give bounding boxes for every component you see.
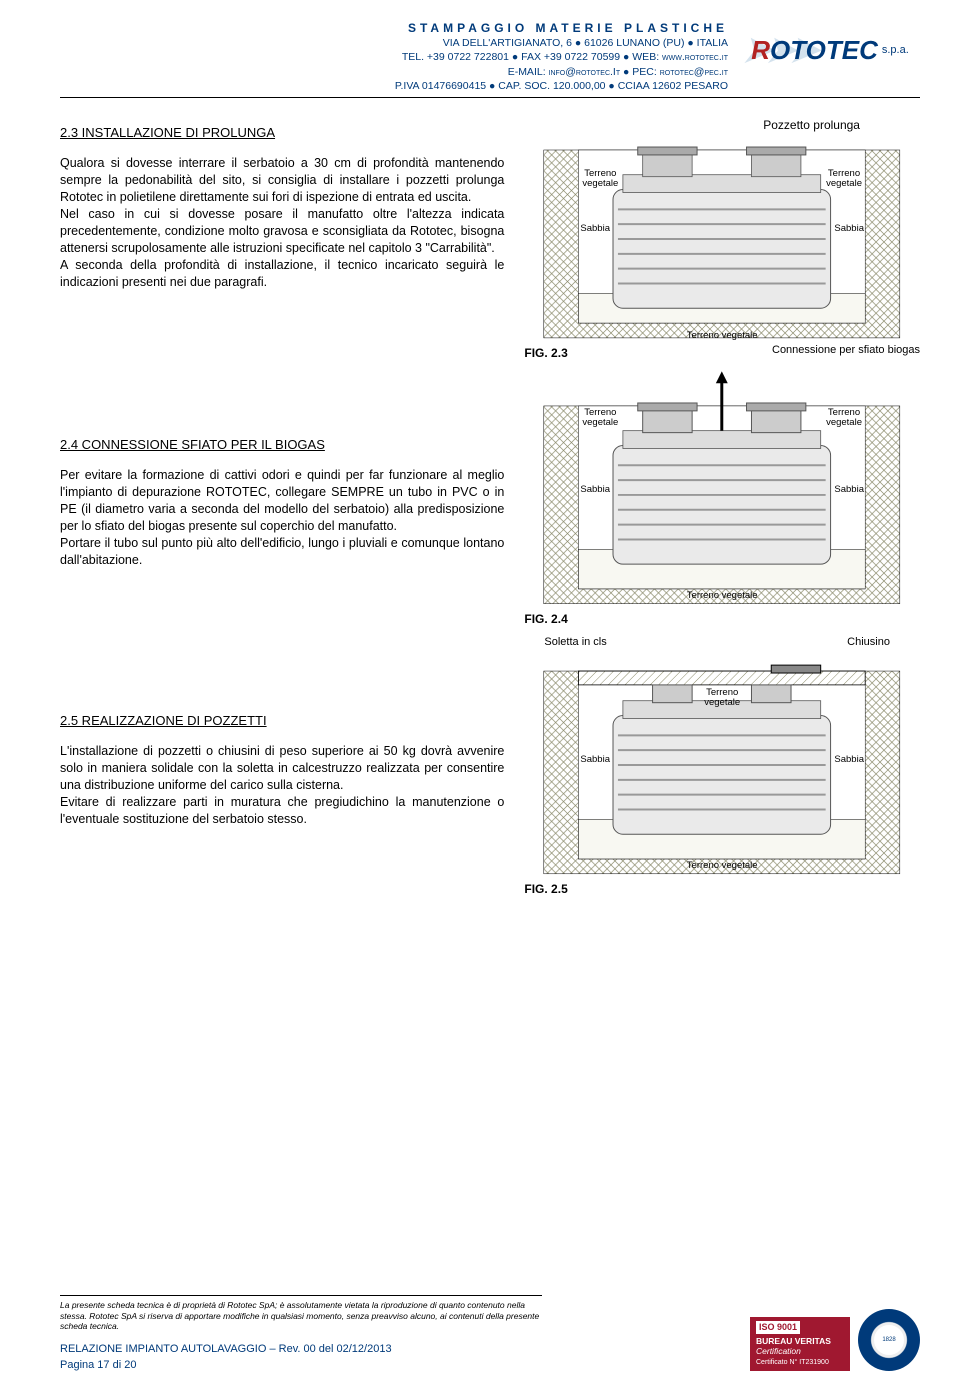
sec25-heading: 2.5 REALIZZAZIONE DI POZZETTI [60, 712, 504, 730]
logo-spa: s.p.a. [882, 44, 909, 56]
sec23-heading: 2.3 INSTALLAZIONE DI PROLUNGA [60, 124, 504, 142]
sec24-p2: Portare il tubo sul punto più alto dell'… [60, 535, 504, 569]
fig24-terreno-bottom: Terreno vegetale [687, 591, 758, 601]
cert-num: Certificato N° IT231900 [756, 1359, 844, 1367]
figure-25-col: Soletta in cls Chiusino [524, 636, 920, 896]
fig25-callout-left: Soletta in cls [544, 636, 606, 648]
fig25-sabbia-left: Sabbia [580, 755, 610, 765]
fig23-top-label: Pozzetto prolunga [524, 118, 920, 132]
figure-23-col: Pozzetto prolunga [524, 118, 920, 360]
fig23-callout: Connessione per sfiato biogas [772, 344, 920, 356]
sec25-p2: Evitare di realizzare parti in muratura … [60, 794, 504, 828]
section-23-text: 2.3 INSTALLAZIONE DI PROLUNGA Qualora si… [60, 118, 524, 360]
fig23-terreno-left: Terrenovegetale [582, 169, 618, 190]
sec23-p1: Qualora si dovesse interrare il serbatoi… [60, 155, 504, 206]
sec24-p1: Per evitare la formazione di cattivi odo… [60, 467, 504, 535]
logo-text: ROTOTEC [751, 35, 878, 66]
fig24-terreno-right: Terrenovegetale [826, 408, 862, 429]
figure-24-col: Terrenovegetale Terrenovegetale Sabbia S… [524, 370, 920, 626]
sec24-heading: 2.4 CONNESSIONE SFIATO PER IL BIOGAS [60, 436, 504, 454]
company-address: VIA DELL'ARTIGIANATO, 6 ● 61026 LUNANO (… [60, 36, 728, 50]
fig-23-diagram: Terrenovegetale Terrenovegetale Sabbia S… [524, 134, 920, 344]
iso-badge: ISO 9001 BUREAU VERITAS Certification Ce… [750, 1317, 850, 1371]
footer-disclaimer: La presente scheda tecnica è di propriet… [60, 1295, 542, 1331]
bv-name: BUREAU VERITAS [756, 1336, 844, 1346]
section-25-row: 2.5 REALIZZAZIONE DI POZZETTI L'installa… [60, 636, 920, 896]
bv-cert: Certification [756, 1346, 844, 1356]
fig24-sabbia-right: Sabbia [834, 485, 864, 495]
page-header: STAMPAGGIO MATERIE PLASTICHE VIA DELL'AR… [60, 20, 920, 98]
fig23-svg [524, 134, 920, 344]
header-text-block: STAMPAGGIO MATERIE PLASTICHE VIA DELL'AR… [60, 20, 728, 93]
company-contact: TEL. +39 0722 722801 ● FAX +39 0722 7059… [60, 50, 728, 64]
rototec-logo: ➤➤➤ ROTOTEC s.p.a. [740, 20, 920, 80]
fig23-sabbia-left: Sabbia [580, 224, 610, 234]
section-23-row: 2.3 INSTALLAZIONE DI PROLUNGA Qualora si… [60, 118, 920, 360]
section-24-row: 2.4 CONNESSIONE SFIATO PER IL BIOGAS Per… [60, 370, 920, 626]
fig25-terreno-bottom: Terreno vegetale [687, 861, 758, 871]
fig23-sabbia-right: Sabbia [834, 224, 864, 234]
fig25-terreno-top: Terrenovegetale [704, 688, 740, 709]
fig23-terreno-bottom: Terreno vegetale [687, 331, 758, 341]
fig23-label: FIG. 2.3 [524, 346, 567, 360]
company-email: E-MAIL: info@rototec.It ● PEC: rototec@p… [60, 65, 728, 79]
sec23-p2: Nel caso in cui si dovesse posare il man… [60, 206, 504, 257]
section-24-text: 2.4 CONNESSIONE SFIATO PER IL BIOGAS Per… [60, 370, 524, 626]
cert-badges: ISO 9001 BUREAU VERITAS Certification Ce… [750, 1309, 920, 1371]
fig-24-diagram: Terrenovegetale Terrenovegetale Sabbia S… [524, 370, 920, 610]
fig25-label: FIG. 2.5 [524, 882, 920, 896]
section-25-text: 2.5 REALIZZAZIONE DI POZZETTI L'installa… [60, 636, 524, 896]
fig24-label: FIG. 2.4 [524, 612, 920, 626]
fig24-terreno-left: Terrenovegetale [582, 408, 618, 429]
bureau-veritas-seal-icon: 1828 [858, 1309, 920, 1371]
fig-25-diagram: Terrenovegetale Sabbia Sabbia Terreno ve… [524, 650, 920, 880]
fig25-callout-right: Chiusino [847, 636, 890, 648]
company-piva: P.IVA 01476690415 ● CAP. SOC. 120.000,00… [60, 79, 728, 93]
iso-9001: ISO 9001 [756, 1321, 800, 1334]
sec23-p3: A seconda della profondità di installazi… [60, 257, 504, 291]
fig23-terreno-right: Terrenovegetale [826, 169, 862, 190]
sec25-p1: L'installazione di pozzetti o chiusini d… [60, 743, 504, 794]
fig24-sabbia-left: Sabbia [580, 485, 610, 495]
company-title: STAMPAGGIO MATERIE PLASTICHE [60, 20, 728, 36]
page-footer: La presente scheda tecnica è di propriet… [60, 1295, 920, 1371]
fig25-sabbia-right: Sabbia [834, 755, 864, 765]
